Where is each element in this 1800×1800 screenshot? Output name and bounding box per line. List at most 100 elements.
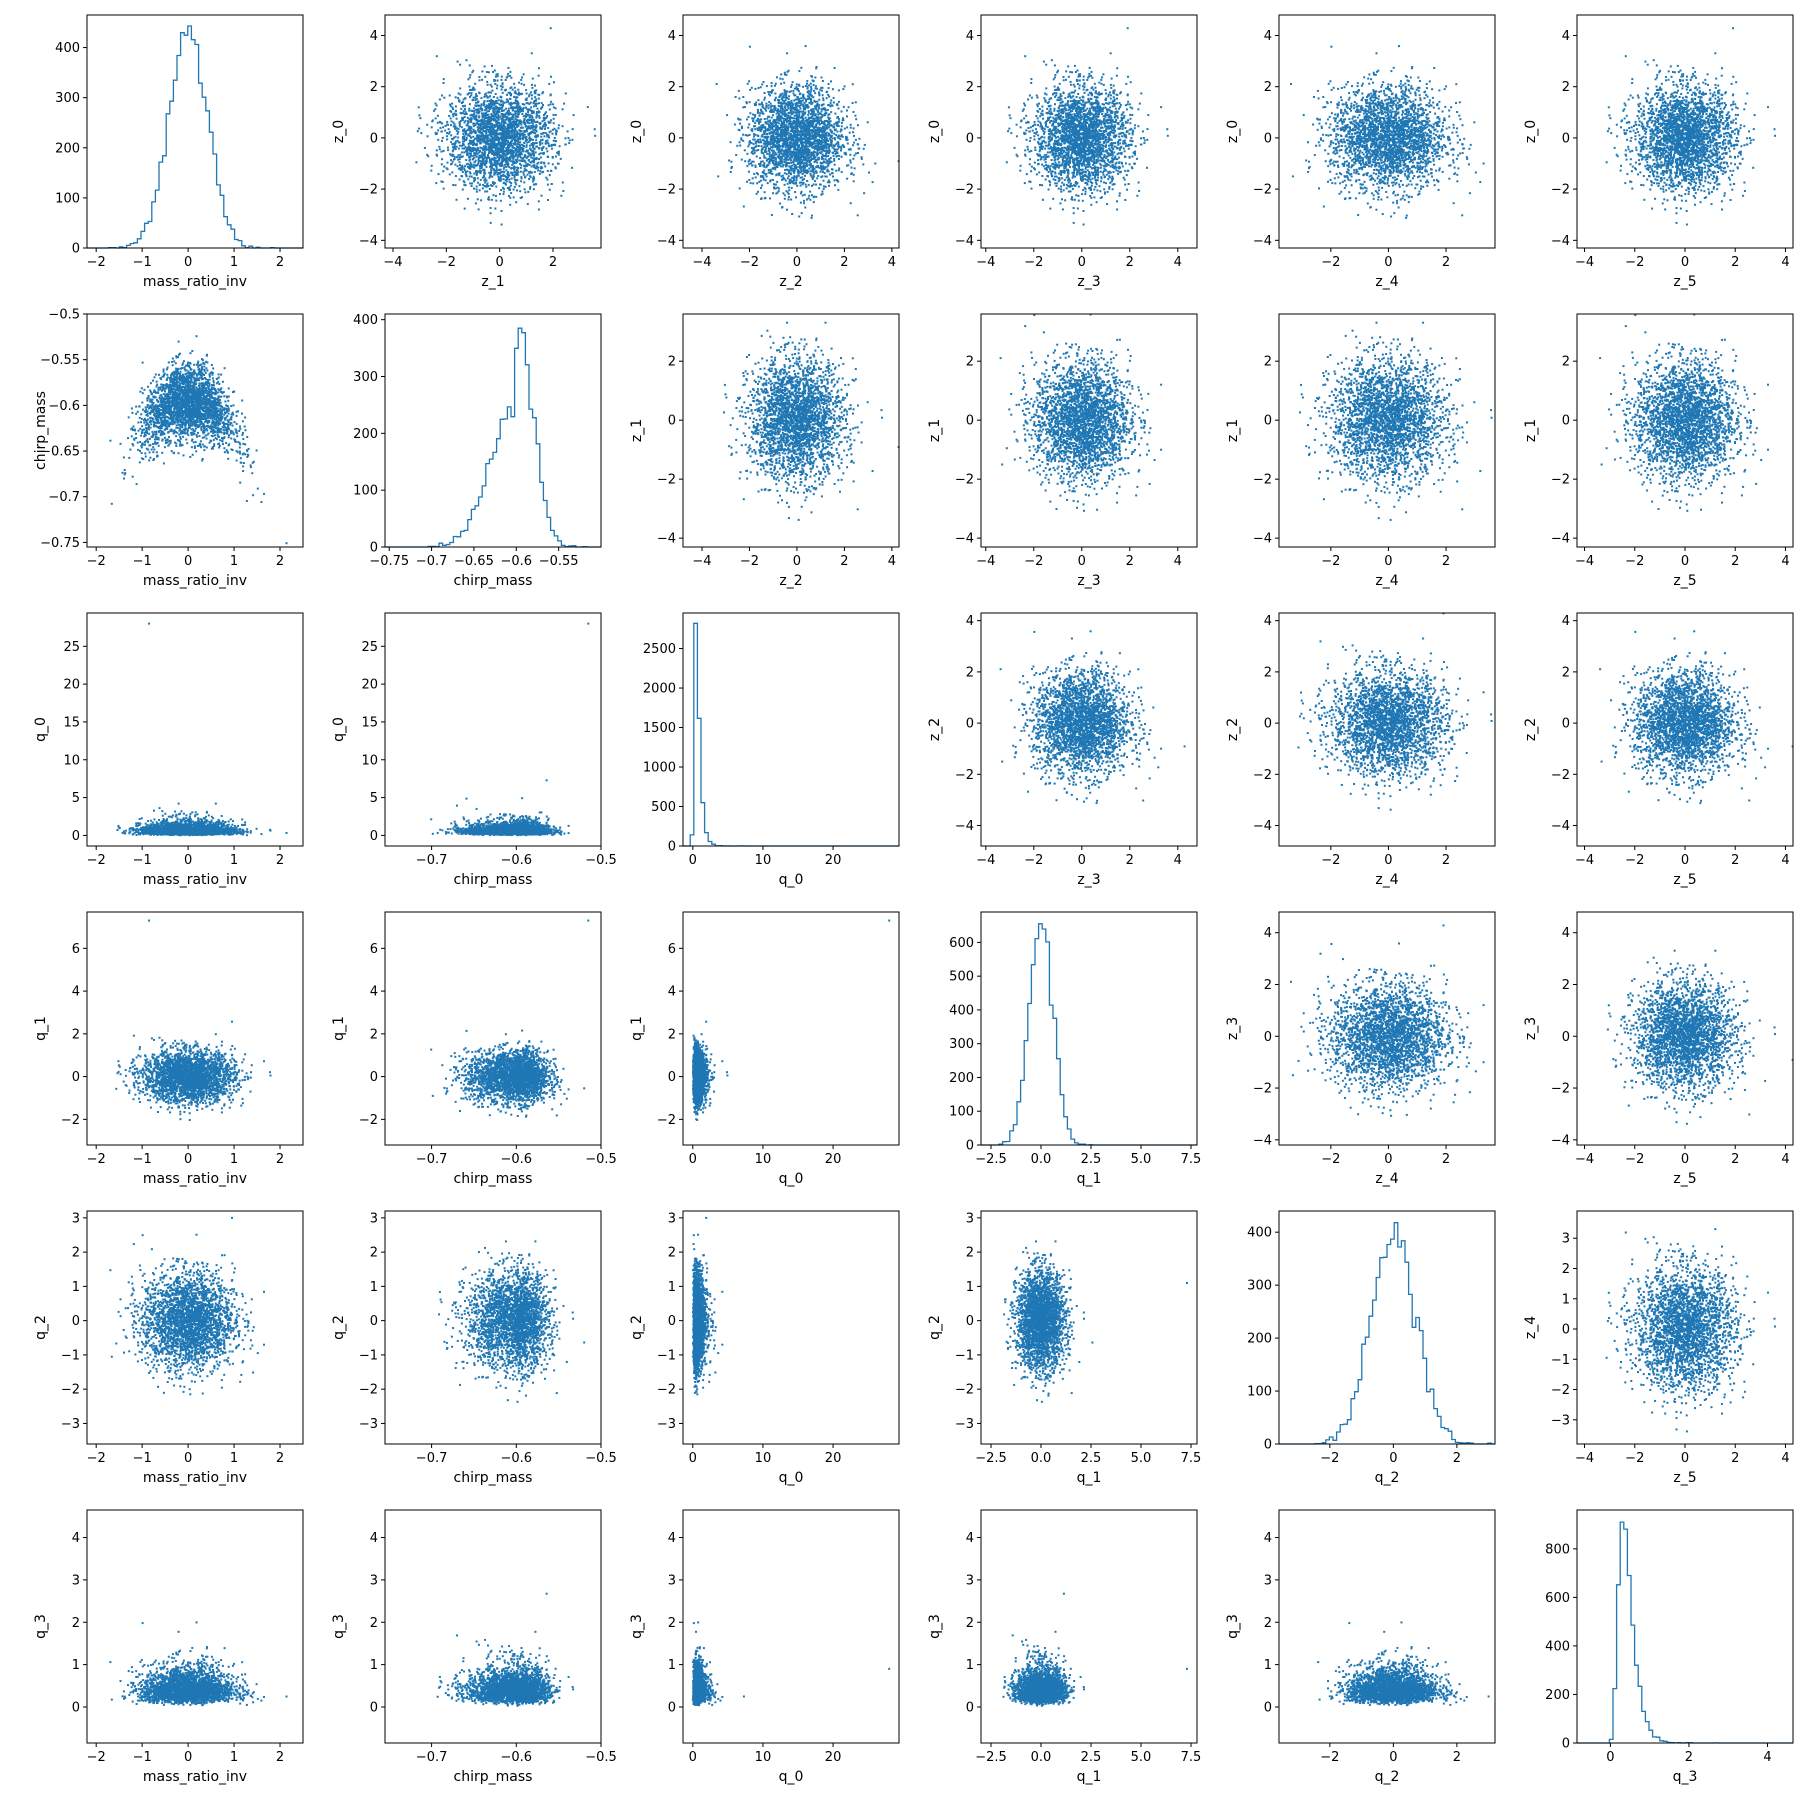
scatter-point — [491, 90, 493, 92]
scatter-point — [452, 184, 454, 186]
y-tick-label: 400 — [55, 41, 80, 56]
scatter-point — [477, 177, 479, 179]
scatter-point — [454, 147, 456, 149]
scatter-point — [441, 151, 443, 153]
scatter-point — [533, 176, 535, 178]
scatter-point — [454, 123, 456, 125]
scatter-point — [472, 136, 474, 138]
scatter-point — [538, 94, 540, 96]
scatter-point — [468, 86, 470, 88]
scatter-point — [503, 134, 505, 136]
scatter-point — [468, 152, 470, 154]
scatter-point — [539, 117, 541, 119]
scatter-point — [521, 177, 523, 179]
scatter-point — [514, 182, 516, 184]
scatter-point — [528, 178, 530, 180]
scatter-point — [459, 161, 461, 163]
scatter-point — [440, 127, 442, 129]
scatter-point — [465, 130, 467, 132]
scatter-point — [491, 86, 493, 88]
scatter-point — [501, 153, 503, 155]
scatter-point — [528, 137, 530, 139]
scatter-point — [475, 102, 477, 104]
scatter-point — [560, 195, 562, 197]
scatter-point — [539, 170, 541, 172]
scatter-point — [446, 121, 448, 123]
scatter-point — [530, 176, 532, 178]
scatter-point — [507, 171, 509, 173]
scatter-point — [504, 132, 506, 134]
scatter-point — [502, 86, 504, 88]
scatter-point — [524, 118, 526, 120]
scatter-point — [501, 76, 503, 78]
scatter-point — [457, 137, 459, 139]
scatter-point — [434, 108, 436, 110]
scatter-point — [533, 161, 535, 163]
scatter-point — [513, 162, 515, 164]
scatter-point — [461, 117, 463, 119]
scatter-point — [503, 130, 505, 132]
scatter-point — [468, 110, 470, 112]
scatter-point — [484, 65, 486, 67]
y-tick-label: 300 — [55, 91, 80, 106]
scatter-point — [457, 165, 459, 167]
scatter-point — [529, 94, 531, 96]
scatter-point — [469, 76, 471, 78]
scatter-point — [488, 147, 490, 149]
scatter-point — [540, 152, 542, 154]
scatter-point — [533, 105, 535, 107]
scatter-point — [539, 122, 541, 124]
scatter-point — [506, 173, 508, 175]
scatter-point — [533, 184, 535, 186]
scatter-point — [448, 115, 450, 117]
scatter-point — [419, 117, 421, 119]
scatter-point — [539, 144, 541, 146]
scatter-point — [446, 138, 448, 140]
scatter-point — [508, 195, 510, 197]
scatter-point — [559, 145, 561, 147]
scatter-point — [507, 73, 509, 75]
scatter-point — [497, 75, 499, 77]
scatter-point — [490, 222, 492, 224]
scatter-point — [513, 114, 515, 116]
scatter-point — [479, 123, 481, 125]
scatter-point — [483, 138, 485, 140]
scatter-point — [447, 162, 449, 164]
scatter-point — [548, 104, 550, 106]
scatter-point — [534, 96, 536, 98]
scatter-point — [481, 79, 483, 81]
scatter-point — [500, 189, 502, 191]
scatter-point — [482, 115, 484, 117]
scatter-point — [474, 118, 476, 120]
scatter-point — [488, 196, 490, 198]
scatter-point — [459, 123, 461, 125]
scatter-point — [449, 173, 451, 175]
scatter-point — [418, 106, 420, 108]
scatter-point — [479, 157, 481, 159]
scatter-point — [541, 195, 543, 197]
scatter-point — [470, 162, 472, 164]
scatter-point — [498, 99, 500, 101]
scatter-point — [530, 91, 532, 93]
scatter-point — [549, 189, 551, 191]
scatter-point — [503, 109, 505, 111]
scatter-point — [490, 172, 492, 174]
scatter-point — [476, 95, 478, 97]
scatter-point — [534, 171, 536, 173]
scatter-point — [465, 120, 467, 122]
scatter-point — [493, 174, 495, 176]
scatter-point — [450, 154, 452, 156]
scatter-point — [536, 136, 538, 138]
scatter-point — [508, 148, 510, 150]
scatter-point — [513, 96, 515, 98]
scatter-point — [511, 131, 513, 133]
scatter-point — [473, 114, 475, 116]
scatter-point — [499, 129, 501, 131]
scatter-point — [461, 112, 463, 114]
scatter-point — [520, 180, 522, 182]
scatter-point — [572, 128, 574, 130]
scatter-point — [449, 95, 451, 97]
scatter-point — [568, 137, 570, 139]
scatter-point — [484, 96, 486, 98]
scatter-point — [448, 128, 450, 130]
